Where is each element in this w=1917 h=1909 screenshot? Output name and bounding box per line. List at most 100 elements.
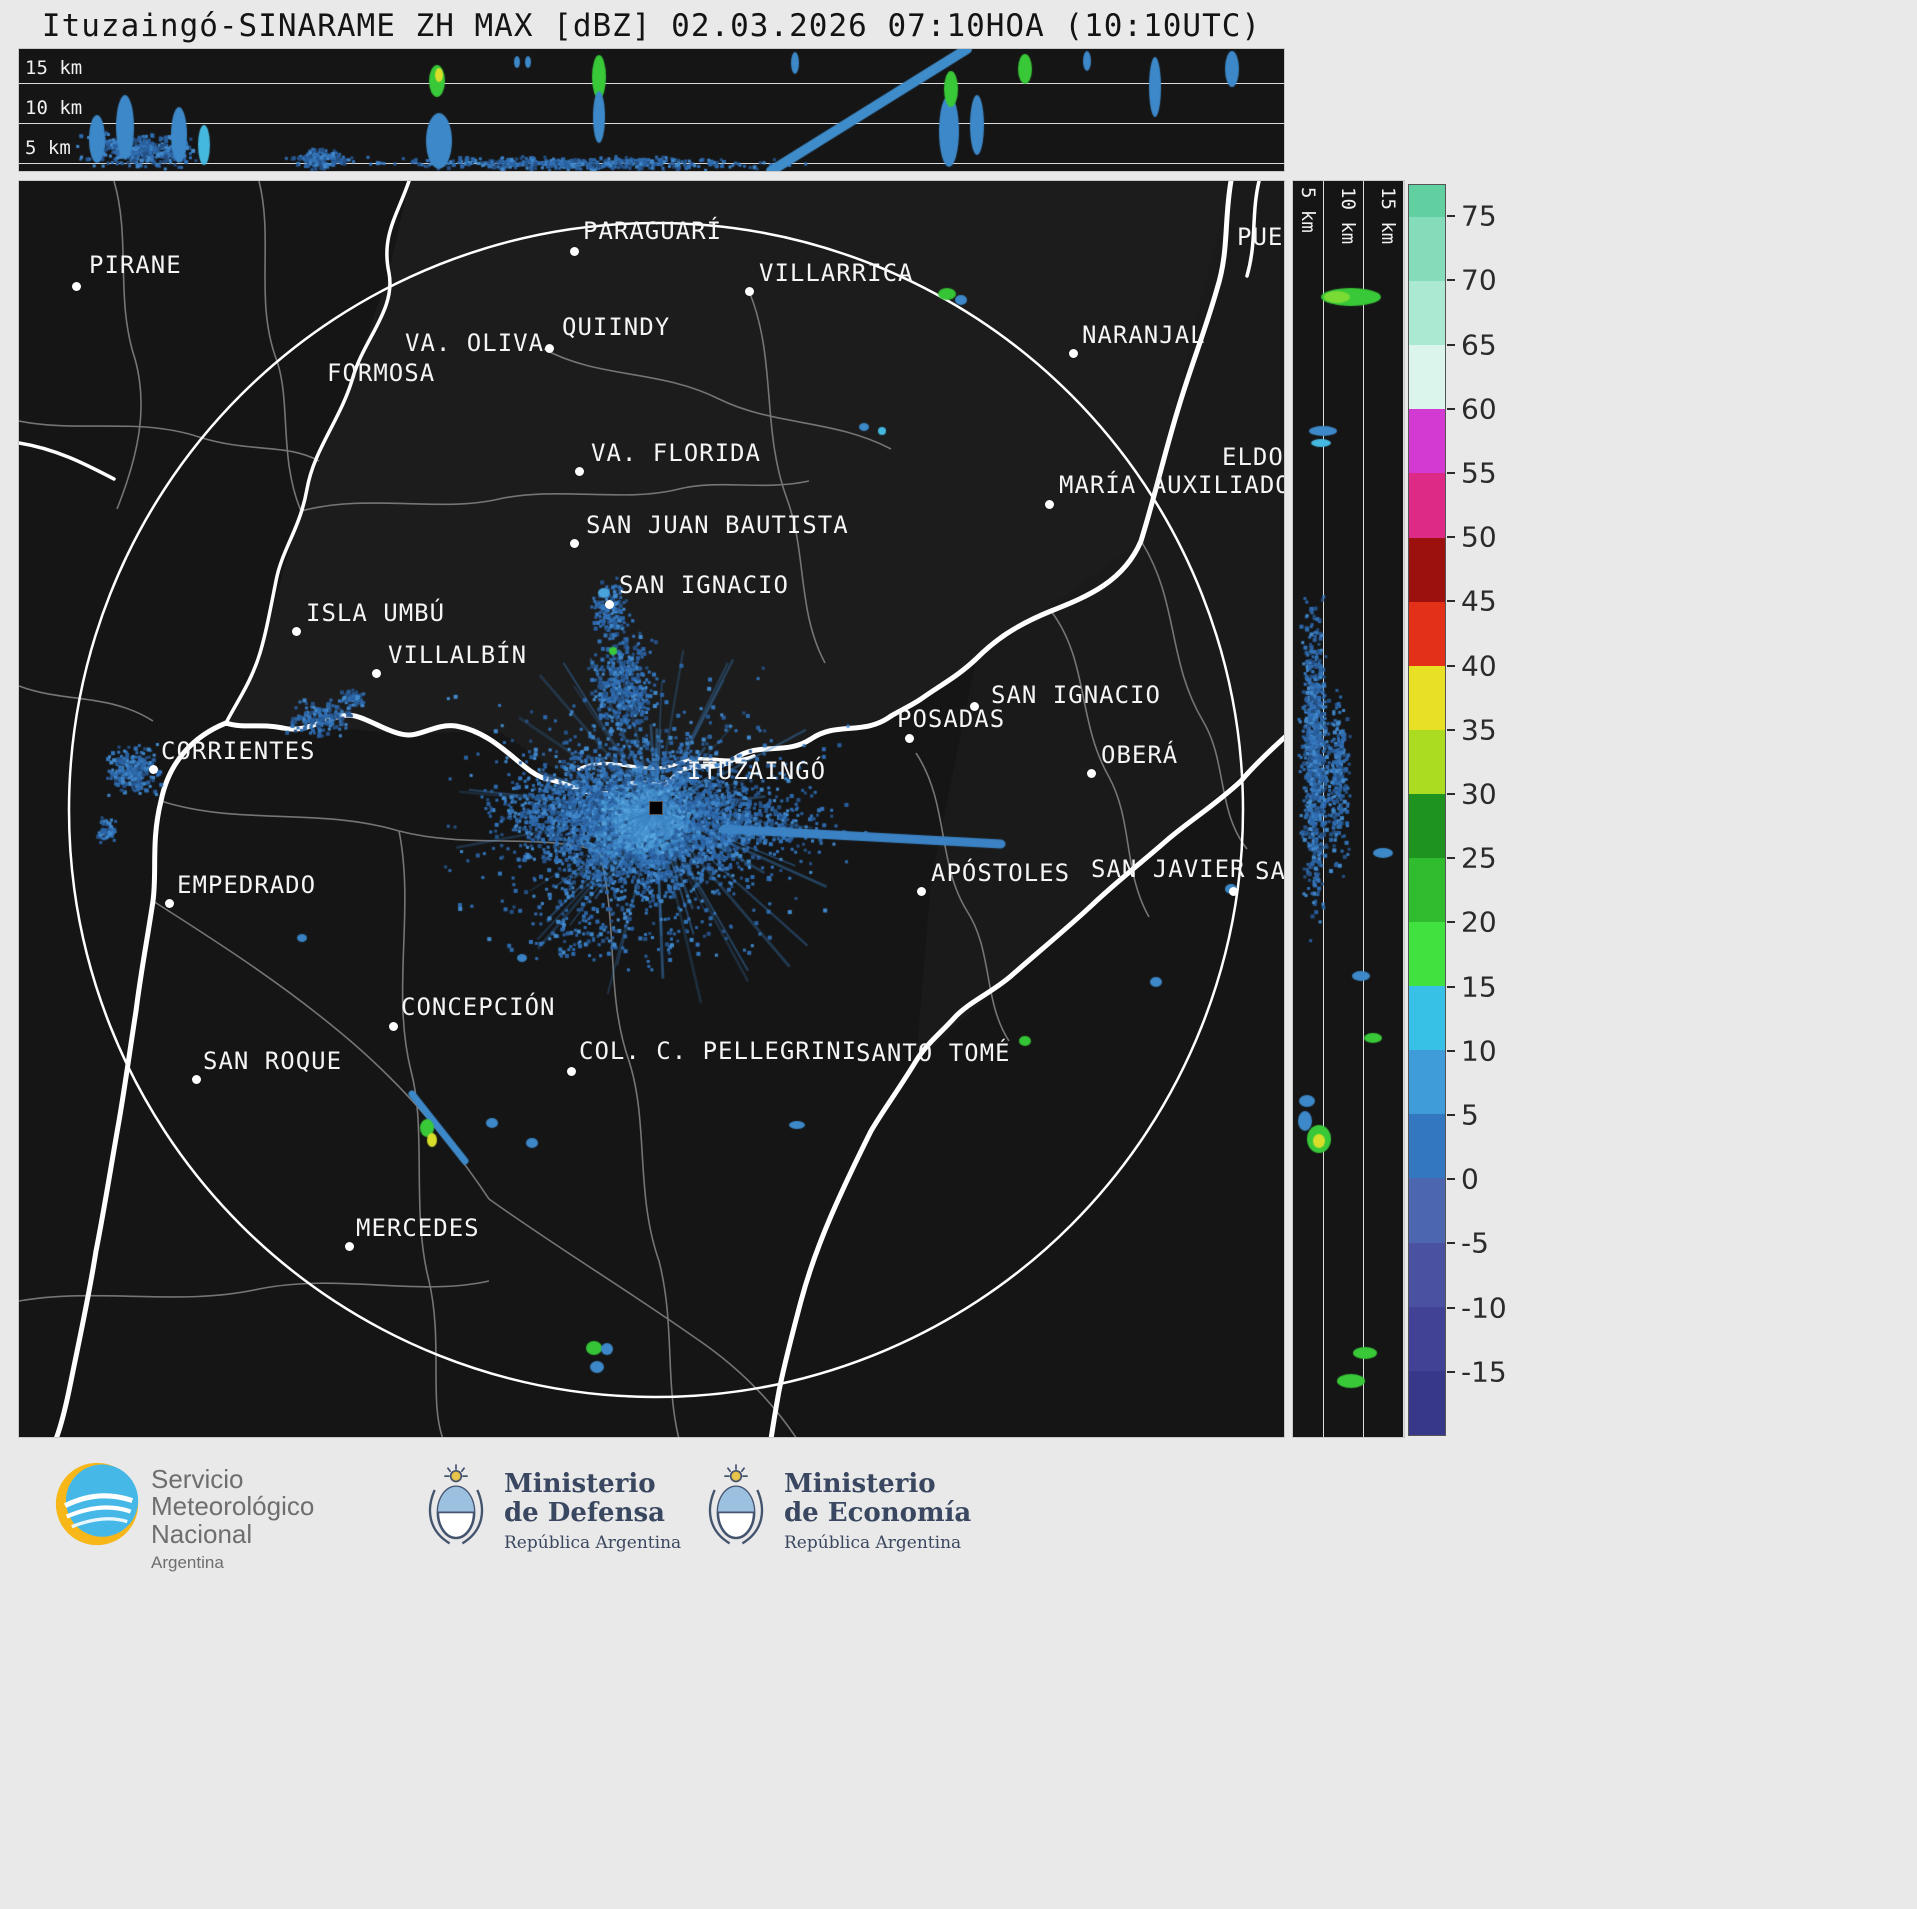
colorbar-band (1409, 601, 1445, 666)
colorbar-band (1409, 281, 1445, 346)
smn-name-line3: Nacional (151, 1518, 253, 1549)
city-marker-dot (192, 1075, 201, 1084)
colorbar-tick-mark (1447, 792, 1455, 795)
smn-logo (55, 1462, 139, 1546)
city-marker-dot (72, 282, 81, 291)
city-label: PUE (1237, 223, 1284, 251)
colorbar-tick-mark (1447, 536, 1455, 539)
defensa-name-line2: de Defensa (504, 1497, 665, 1528)
city-label: OBERÁ (1101, 741, 1179, 769)
colorbar-tick-label: -10 (1461, 1291, 1507, 1325)
city-label: ISLA UMBÚ (306, 599, 446, 627)
city-marker-dot (575, 467, 584, 476)
colorbar-tick-label: 15 (1461, 970, 1497, 1004)
ew-profile-echo-canvas (19, 49, 1284, 171)
colorbar-tick-mark (1447, 857, 1455, 860)
altitude-label-15km: 15 km (25, 57, 83, 79)
altitude-label-10km-v: 10 km (1337, 187, 1359, 245)
radar-site-marker (650, 802, 662, 814)
colorbar-band (1409, 1306, 1445, 1371)
city-label: PARAGUARÍ (583, 217, 723, 245)
altitude-label-15km-v: 15 km (1377, 187, 1399, 245)
colorbar-tick-mark (1447, 1178, 1455, 1181)
city-label: VA. FLORIDA (591, 439, 761, 467)
ew-cross-section-panel: 15 km 10 km 5 km (18, 48, 1285, 172)
city-marker-dot (149, 765, 158, 774)
colorbar-tick-label: 50 (1461, 520, 1497, 554)
colorbar-tick-label: 40 (1461, 649, 1497, 683)
colorbar-tick-label: 30 (1461, 777, 1497, 811)
city-marker-dot (165, 899, 174, 908)
coat-of-arms-icon (428, 1464, 484, 1545)
colorbar-tick-label: 5 (1461, 1098, 1479, 1132)
city-label: ELDOR (1222, 443, 1284, 471)
dbz-colorbar-ticks: 75 70 65 60 55 50 45 40 35 30 25 20 15 10 5 0 -5 -10 -15 (1447, 184, 1537, 1436)
colorbar-tick-mark (1447, 664, 1455, 667)
coat-of-arms-icon (708, 1464, 764, 1545)
city-layer: PIRANE PARAGUARÍ VILLARRICA VA. OLIVA QUIIND… (19, 181, 1284, 1437)
economia-sub-label: República Argentina (784, 1533, 962, 1554)
colorbar-tick-label: 45 (1461, 584, 1497, 618)
colorbar-tick-label: -15 (1461, 1355, 1507, 1389)
economia-name-line2: de Economía (784, 1497, 972, 1528)
ns-cross-section-panel: 5 km 10 km 15 km (1292, 180, 1405, 1438)
city-marker-dot (605, 600, 614, 609)
city-label: CONCEPCIÓN (401, 993, 556, 1021)
city-label: SAN IGNACIO (619, 571, 789, 599)
smn-name-line1: Servicio (151, 1464, 244, 1494)
colorbar-tick-mark (1447, 1242, 1455, 1245)
colorbar-band (1409, 986, 1445, 1051)
colorbar-band (1409, 409, 1445, 474)
city-label: COL. C. PELLEGRINI (579, 1037, 858, 1065)
altitude-label-5km-v: 5 km (1297, 187, 1319, 233)
economia-logo-group: Ministerio de Economía República Argenti… (704, 1462, 971, 1553)
city-marker-dot (292, 627, 301, 636)
colorbar-tick-label: 70 (1461, 263, 1497, 297)
economia-name-line1: Ministerio (784, 1469, 936, 1499)
city-label: FORMOSA (327, 359, 436, 387)
city-marker-dot (372, 669, 381, 678)
radar-map-panel: PIRANE PARAGUARÍ VILLARRICA VA. OLIVA QUIIND… (18, 180, 1285, 1438)
city-marker-dot (1045, 500, 1054, 509)
colorbar-tick-mark (1447, 985, 1455, 988)
city-marker-dot (545, 344, 554, 353)
city-marker-dot (970, 702, 979, 711)
colorbar-band (1409, 185, 1445, 218)
city-marker-dot (345, 1242, 354, 1251)
colorbar-band (1409, 1242, 1445, 1307)
city-label: PIRANE (89, 251, 182, 279)
colorbar-tick-mark (1447, 728, 1455, 731)
altitude-label-10km: 10 km (25, 97, 83, 119)
city-label: NARANJAL (1082, 321, 1206, 349)
colorbar-tick-label: 0 (1461, 1162, 1479, 1196)
colorbar-band (1409, 922, 1445, 987)
city-label: VILLALBÍN (388, 641, 528, 669)
city-label: SAN IGNACIO (991, 681, 1161, 709)
colorbar-band (1409, 793, 1445, 858)
city-marker-dot (570, 539, 579, 548)
city-label: SAN ROQUE (203, 1047, 343, 1075)
smn-country-label: Argentina (151, 1552, 224, 1572)
page-title: Ituzaingó-SINARAME ZH MAX [dBZ] 02.03.20… (41, 8, 1262, 44)
city-marker-dot (567, 1067, 576, 1076)
city-marker-dot (1087, 769, 1096, 778)
city-label: ITUZAINGÓ (687, 757, 827, 785)
colorbar-tick-mark (1447, 1049, 1455, 1052)
colorbar-band (1409, 1178, 1445, 1243)
city-marker-dot (917, 887, 926, 896)
colorbar-tick-label: 35 (1461, 713, 1497, 747)
colorbar-band (1409, 473, 1445, 538)
city-marker-dot (745, 287, 754, 296)
defensa-logo-group: Ministerio de Defensa República Argentin… (424, 1462, 681, 1553)
colorbar-tick-mark (1447, 215, 1455, 218)
colorbar-tick-mark (1447, 1306, 1455, 1309)
colorbar-tick-label: 75 (1461, 199, 1497, 233)
city-label: VA. OLIVA (405, 329, 545, 357)
colorbar-band (1409, 665, 1445, 730)
city-marker-dot (389, 1022, 398, 1031)
smn-logo-group: Servicio Meteorológico Nacional Argentin… (55, 1462, 314, 1573)
colorbar-tick-mark (1447, 407, 1455, 410)
footer: Servicio Meteorológico Nacional Argentin… (0, 1438, 1917, 1909)
colorbar-band (1409, 537, 1445, 602)
city-label: SANTO TOMÉ (856, 1039, 1011, 1067)
